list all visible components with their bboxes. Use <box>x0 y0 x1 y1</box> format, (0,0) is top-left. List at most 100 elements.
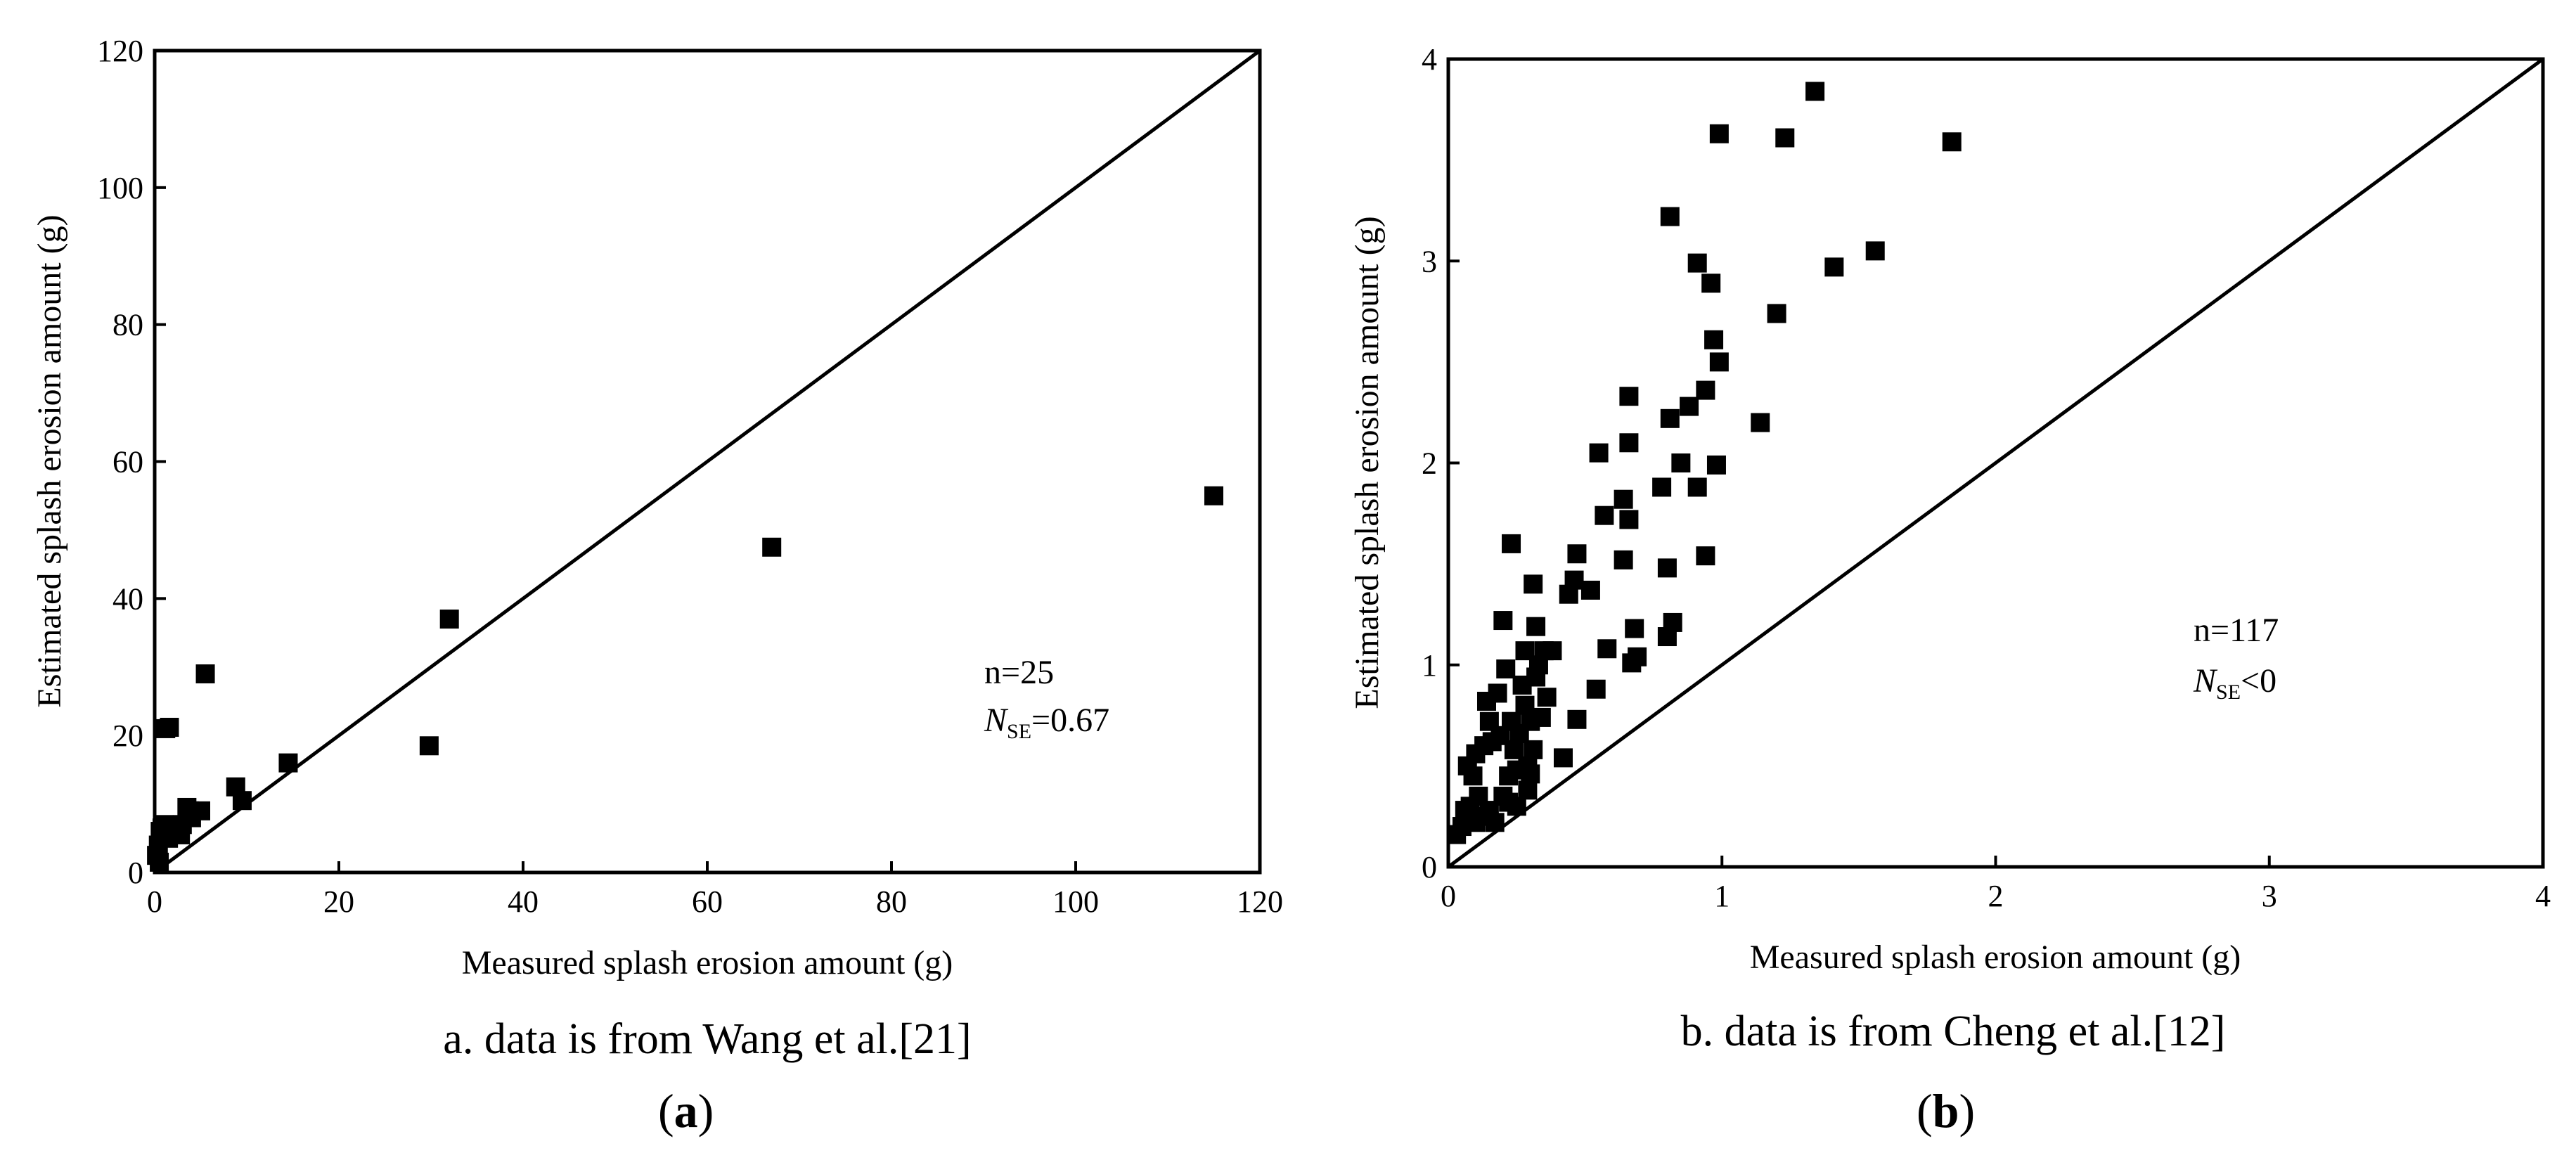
data-point <box>1580 580 1600 600</box>
data-point <box>1671 453 1691 472</box>
data-point <box>419 736 439 756</box>
data-point <box>1493 611 1513 631</box>
data-point <box>1660 408 1680 428</box>
data-point <box>1589 443 1609 463</box>
y-tick-label: 4 <box>1422 42 1437 77</box>
panel-b-chart: 0 1 2 3 4 0 1 2 3 4 Measured splash erosion amoun… <box>1348 42 2551 1138</box>
data-point <box>1526 617 1546 636</box>
y-tick-label: 0 <box>1422 850 1437 884</box>
y-axis-label: Estimated splash erosion amount (g) <box>1348 216 1386 709</box>
data-point <box>1619 510 1639 529</box>
data-point <box>1537 688 1557 707</box>
data-point <box>1687 253 1707 273</box>
data-point <box>150 852 169 872</box>
x-axis-label: Measured splash erosion amount (g) <box>462 944 953 981</box>
caption-b: b. data is from Cheng et al.[12] <box>1681 1007 2226 1055</box>
data-point <box>1701 273 1721 293</box>
data-point <box>762 537 782 557</box>
data-point <box>1586 679 1606 699</box>
data-point <box>1619 433 1639 453</box>
x-tick-label: 0 <box>147 884 162 919</box>
data-point <box>1567 709 1587 729</box>
data-point <box>1524 740 1543 759</box>
y-tick-label: 60 <box>112 445 143 479</box>
data-point <box>1521 764 1540 784</box>
nse-symbol: N <box>2193 662 2218 700</box>
panel-letter-b: b <box>1933 1084 1959 1138</box>
data-point <box>1564 570 1584 590</box>
panel-a-chart: 0 20 40 60 80 100 120 0 20 40 60 80 100 120 Measured … <box>31 34 1283 1138</box>
data-point <box>1805 82 1825 101</box>
panel-label-a: (a) <box>658 1084 714 1138</box>
data-point <box>1660 207 1680 226</box>
x-tick-label: 4 <box>2535 879 2551 913</box>
data-point <box>1657 558 1677 578</box>
y-tick-label: 100 <box>97 171 143 205</box>
x-tick-label: 40 <box>508 884 539 919</box>
y-tick-label: 40 <box>112 581 143 616</box>
panel-letter-a: a <box>674 1084 698 1138</box>
x-tick-label: 2 <box>1988 879 2004 913</box>
data-point <box>180 801 200 820</box>
panel-label-b: (b) <box>1917 1084 1975 1138</box>
y-tick-label: 3 <box>1422 244 1437 278</box>
data-point <box>1942 132 1962 152</box>
data-point <box>1614 550 1633 569</box>
x-tick-label: 20 <box>323 884 354 919</box>
x-tick-label: 60 <box>692 884 723 919</box>
y-tick-label: 20 <box>112 719 143 753</box>
data-point <box>1824 257 1844 277</box>
data-point <box>1531 707 1551 727</box>
data-point <box>1619 387 1639 406</box>
data-point <box>1595 505 1614 525</box>
data-point <box>1663 612 1682 632</box>
data-point <box>1488 683 1507 703</box>
data-point <box>1865 241 1885 261</box>
data-point <box>160 717 179 737</box>
data-point <box>1628 647 1647 666</box>
data-point <box>1709 124 1729 143</box>
data-point <box>171 825 191 844</box>
data-point <box>1502 534 1521 553</box>
data-point <box>1614 489 1633 509</box>
y-tick-label: 0 <box>128 856 143 890</box>
data-point <box>1687 477 1707 497</box>
annotation-n: n=25 <box>984 654 1054 691</box>
x-axis-label: Measured splash erosion amount (g) <box>1750 939 2241 976</box>
data-point <box>1706 455 1726 475</box>
data-point <box>1680 397 1699 416</box>
tick-labels: 0 20 40 60 80 100 120 0 20 40 60 80 100 120 <box>97 34 1283 919</box>
data-point <box>232 791 252 811</box>
y-axis-label: Estimated splash erosion amount (g) <box>31 214 68 707</box>
data-point <box>1507 797 1526 816</box>
data-point <box>1652 477 1672 497</box>
one-to-one-line <box>1447 57 2544 869</box>
x-tick-label: 0 <box>1441 879 1456 913</box>
nse-value: =0.67 <box>1031 702 1109 739</box>
data-point <box>1696 546 1715 566</box>
data-point <box>1709 352 1729 372</box>
data-point <box>1553 748 1573 768</box>
data-point <box>1524 574 1543 594</box>
data-point <box>1543 641 1562 661</box>
y-tick-label: 120 <box>97 34 143 68</box>
x-tick-label: 100 <box>1052 884 1099 919</box>
data-point <box>195 664 215 683</box>
annotation-nse: NSE=0.67 <box>984 702 1109 743</box>
nse-subscript: SE <box>2216 681 2241 704</box>
data-point <box>1775 128 1795 148</box>
x-tick-label: 120 <box>1237 884 1283 919</box>
y-tick-label: 2 <box>1422 446 1437 481</box>
x-tick-label: 3 <box>2262 879 2277 913</box>
data-point <box>1751 413 1770 432</box>
data-point <box>1496 659 1516 678</box>
data-point <box>439 610 459 629</box>
caption-a: a. data is from Wang et al.[21] <box>443 1015 971 1063</box>
data-point <box>1204 486 1223 505</box>
data-point <box>1567 544 1587 564</box>
data-point <box>1485 813 1505 832</box>
nse-subscript: SE <box>1007 720 1031 743</box>
x-tick-label: 80 <box>876 884 907 919</box>
y-tick-label: 80 <box>112 308 143 342</box>
